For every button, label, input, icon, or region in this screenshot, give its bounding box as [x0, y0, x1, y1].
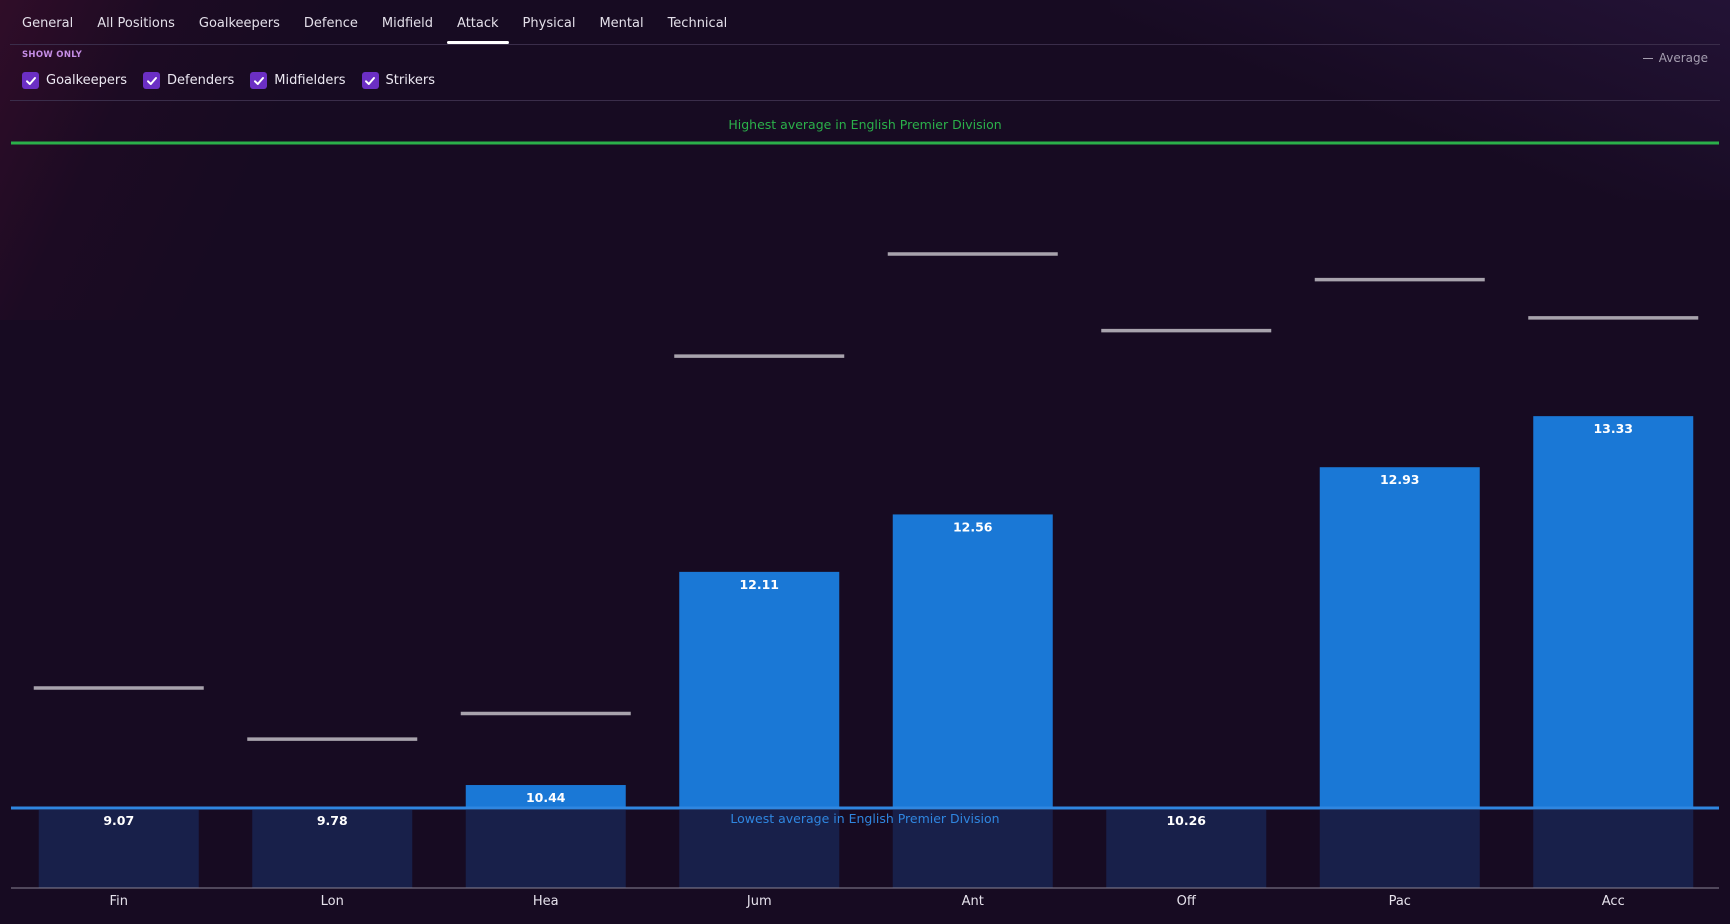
filter-label: Midfielders	[274, 73, 346, 88]
filter-label: Goalkeepers	[46, 73, 128, 88]
bar-value-label: 12.11	[739, 577, 779, 592]
bar	[1533, 416, 1694, 808]
tab-bar: General All Positions Goalkeepers Defence Mi…	[10, 0, 739, 44]
bar-base	[252, 810, 413, 888]
lowest-average-label: Lowest average in English Premier Divisi…	[730, 811, 999, 826]
divider	[10, 44, 1720, 45]
filter-midfielders[interactable]: Midfielders	[250, 72, 346, 89]
checkbox-checked-icon[interactable]	[250, 72, 268, 89]
bar-base	[1533, 810, 1694, 888]
show-only-title: SHOW ONLY	[22, 50, 83, 60]
tab-general[interactable]: General	[22, 16, 74, 31]
bar-value-label: 12.56	[953, 519, 993, 534]
bar-value-label: 10.44	[526, 790, 566, 805]
bar	[465, 785, 626, 808]
bar-value-label: 12.93	[1380, 472, 1420, 487]
filter-label: Defenders	[167, 73, 235, 88]
category-label: Hea	[533, 894, 559, 909]
tab-technical[interactable]: Technical	[667, 16, 728, 31]
tab-midfield[interactable]: Midfield	[381, 16, 434, 31]
tab-defence[interactable]: Defence	[303, 16, 358, 31]
checkbox-checked-icon[interactable]	[22, 72, 39, 89]
average-legend: Average	[1642, 51, 1708, 65]
average-legend-swatch	[1642, 57, 1653, 59]
highest-average-label: Highest average in English Premier Divis…	[728, 117, 1001, 132]
bar-base	[892, 810, 1053, 888]
category-label: Lon	[321, 894, 344, 909]
checkbox-checked-icon[interactable]	[361, 72, 379, 89]
category-label: Jum	[746, 894, 772, 909]
bar	[679, 571, 840, 808]
bar-base	[1106, 810, 1267, 888]
bar	[892, 514, 1053, 808]
category-label: Ant	[962, 894, 984, 909]
bar-value-label: 9.07	[103, 813, 134, 828]
divider	[10, 100, 1720, 101]
bar-value-label: 10.26	[1166, 813, 1206, 828]
category-label: Off	[1177, 894, 1197, 909]
tab-physical[interactable]: Physical	[522, 16, 576, 31]
bar-base	[465, 810, 626, 888]
checkbox-checked-icon[interactable]	[143, 72, 161, 89]
tab-attack[interactable]: Attack	[445, 0, 511, 44]
category-label: Fin	[110, 894, 128, 909]
filter-strikers[interactable]: Strikers	[361, 72, 436, 89]
bar-base	[38, 810, 199, 888]
category-label: Pac	[1389, 894, 1411, 909]
bar-value-label: 13.33	[1593, 421, 1633, 436]
bar	[1319, 467, 1480, 808]
filter-label: Strikers	[385, 73, 436, 88]
bar-base	[1319, 810, 1480, 888]
bar-value-label: 9.78	[317, 813, 348, 828]
filter-defenders[interactable]: Defenders	[143, 72, 234, 89]
average-legend-label: Average	[1658, 51, 1708, 65]
bar-base	[679, 810, 840, 888]
position-filters: Goalkeepers Defenders Midfielders Strikers	[22, 72, 451, 89]
tab-goalkeepers[interactable]: Goalkeepers	[198, 16, 280, 31]
category-label: Acc	[1602, 894, 1625, 909]
tab-all-positions[interactable]: All Positions	[97, 16, 175, 31]
tab-mental[interactable]: Mental	[599, 16, 644, 31]
filter-goalkeepers[interactable]: Goalkeepers	[22, 72, 127, 89]
